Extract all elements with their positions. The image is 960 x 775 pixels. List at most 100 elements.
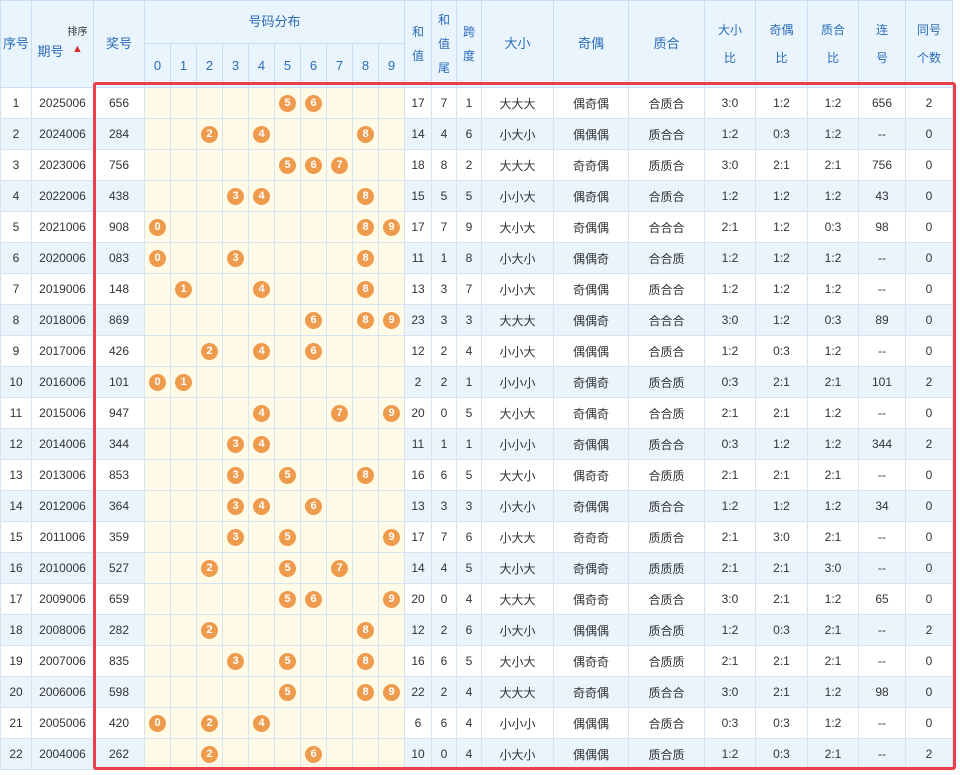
- cell-prime: 质合质: [628, 614, 705, 646]
- cell-size-ratio: 1:2: [704, 180, 756, 212]
- cell-digit-2: [196, 397, 223, 429]
- digit-ball-3: 3: [227, 466, 244, 484]
- cell-span: 5: [456, 180, 482, 212]
- cell-digit-3: [222, 738, 249, 770]
- cell-same-count: 0: [905, 583, 953, 615]
- cell-digit-6: [300, 552, 327, 584]
- cell-prime-ratio: 2:1: [807, 459, 859, 491]
- cell-digit-1: [170, 118, 197, 150]
- cell-sum-tail: 7: [431, 211, 457, 243]
- cell-digit-8: 8: [352, 180, 379, 212]
- cell-period: 2012006: [31, 490, 94, 522]
- cell-span: 7: [456, 273, 482, 305]
- digit-ball-2: 2: [201, 621, 218, 639]
- cell-prime: 合质质: [628, 645, 705, 677]
- cell-digit-2: [196, 304, 223, 336]
- table-row: 12 2014006 344 3 4 11 1 1 小小小 奇偶偶 质合合 0:3 1:2 1:2 344 2: [0, 428, 953, 460]
- cell-digit-3: 3: [222, 645, 249, 677]
- cell-prime: 质合质: [628, 366, 705, 398]
- cell-prime: 质合合: [628, 428, 705, 460]
- cell-digit-8: [352, 366, 379, 398]
- cell-seq: 9: [0, 335, 32, 367]
- cell-sum-tail: 5: [431, 180, 457, 212]
- cell-digit-4: [248, 304, 275, 336]
- cell-seq: 21: [0, 707, 32, 739]
- cell-same-count: 0: [905, 211, 953, 243]
- digit-ball-4: 4: [253, 404, 270, 422]
- cell-digit-4: 4: [248, 118, 275, 150]
- cell-span: 4: [456, 676, 482, 708]
- cell-digit-6: 6: [300, 490, 327, 522]
- cell-same-count: 0: [905, 149, 953, 181]
- cell-prime: 质合合: [628, 273, 705, 305]
- cell-same-count: 0: [905, 707, 953, 739]
- cell-parity-ratio: 1:2: [755, 273, 808, 305]
- table-row: 3 2023006 756 5 6 7 18 8 2 大大大 奇奇偶 质质合 3:0 2:1 2:1 756 0: [0, 149, 953, 181]
- cell-seq: 4: [0, 180, 32, 212]
- digit-ball-1: 1: [175, 373, 192, 391]
- cell-sum: 14: [404, 552, 432, 584]
- cell-size-ratio: 2:1: [704, 211, 756, 243]
- cell-sum-tail: 6: [431, 645, 457, 677]
- cell-digit-0: [144, 335, 171, 367]
- digit-ball-8: 8: [357, 466, 374, 484]
- cell-digit-5: [274, 397, 301, 429]
- header-digit-3: 3: [222, 43, 249, 88]
- cell-same-count: 2: [905, 428, 953, 460]
- cell-prize: 364: [93, 490, 145, 522]
- cell-parity-ratio: 2:1: [755, 552, 808, 584]
- cell-digit-6: [300, 118, 327, 150]
- cell-consecutive: --: [858, 459, 906, 491]
- cell-sum: 12: [404, 614, 432, 646]
- cell-consecutive: --: [858, 614, 906, 646]
- cell-parity: 偶偶偶: [553, 335, 629, 367]
- cell-sum: 13: [404, 273, 432, 305]
- cell-prize: 947: [93, 397, 145, 429]
- cell-sum-tail: 2: [431, 335, 457, 367]
- cell-period: 2018006: [31, 304, 94, 336]
- cell-prime-ratio: 1:2: [807, 397, 859, 429]
- cell-digit-4: 4: [248, 428, 275, 460]
- cell-parity: 奇奇奇: [553, 521, 629, 553]
- cell-digit-3: [222, 335, 249, 367]
- cell-span: 8: [456, 242, 482, 274]
- cell-digit-0: [144, 149, 171, 181]
- cell-same-count: 0: [905, 304, 953, 336]
- digit-ball-6: 6: [305, 156, 322, 174]
- cell-consecutive: 89: [858, 304, 906, 336]
- cell-digit-3: 3: [222, 242, 249, 274]
- digit-ball-9: 9: [383, 311, 400, 329]
- digit-ball-4: 4: [253, 714, 270, 732]
- cell-prize: 756: [93, 149, 145, 181]
- cell-digit-2: [196, 676, 223, 708]
- table-row: 9 2017006 426 2 4 6 12 2 4 小小大 偶偶偶 合质合 1:2 0:3 1:2 -- 0: [0, 335, 953, 367]
- cell-sum: 14: [404, 118, 432, 150]
- cell-digit-5: 5: [274, 552, 301, 584]
- cell-digit-7: 7: [326, 552, 353, 584]
- cell-span: 3: [456, 304, 482, 336]
- cell-digit-5: 5: [274, 583, 301, 615]
- cell-size: 小小大: [481, 180, 554, 212]
- cell-same-count: 0: [905, 397, 953, 429]
- cell-prize: 835: [93, 645, 145, 677]
- cell-digit-4: [248, 366, 275, 398]
- digit-ball-5: 5: [279, 156, 296, 174]
- cell-sum: 10: [404, 738, 432, 770]
- cell-digit-5: [274, 428, 301, 460]
- header-distribution: 号码分布: [144, 0, 405, 44]
- cell-prize: 148: [93, 273, 145, 305]
- cell-consecutive: --: [858, 645, 906, 677]
- cell-digit-2: [196, 87, 223, 119]
- sort-button[interactable]: 排序 ▲: [67, 26, 88, 55]
- header-prize: 奖号: [93, 0, 145, 88]
- cell-digit-3: [222, 707, 249, 739]
- cell-same-count: 0: [905, 273, 953, 305]
- header-size: 大小: [481, 0, 554, 88]
- cell-digit-7: [326, 87, 353, 119]
- cell-prime: 合合质: [628, 397, 705, 429]
- cell-prize: 656: [93, 87, 145, 119]
- cell-digit-3: 3: [222, 490, 249, 522]
- cell-period: 2013006: [31, 459, 94, 491]
- cell-sum-tail: 7: [431, 87, 457, 119]
- cell-size: 大小大: [481, 211, 554, 243]
